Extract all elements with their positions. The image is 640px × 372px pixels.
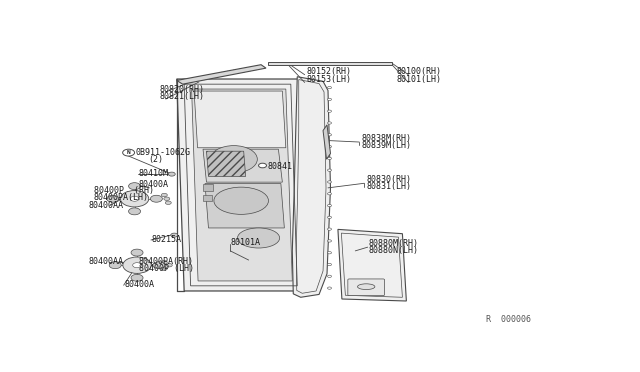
Text: 80400P  (RH): 80400P (RH) xyxy=(94,186,154,195)
Circle shape xyxy=(123,149,134,156)
Circle shape xyxy=(328,204,332,207)
Text: 0B911-1062G: 0B911-1062G xyxy=(136,148,191,157)
Ellipse shape xyxy=(214,187,269,214)
Polygon shape xyxy=(269,62,392,65)
Circle shape xyxy=(164,197,170,201)
Text: 80831(LH): 80831(LH) xyxy=(367,182,412,191)
Text: 80153(LH): 80153(LH) xyxy=(306,74,351,83)
Text: 80838M(RH): 80838M(RH) xyxy=(362,134,412,143)
Text: 80215A: 80215A xyxy=(152,235,182,244)
Polygon shape xyxy=(338,230,406,301)
Text: 80400A: 80400A xyxy=(125,280,155,289)
Circle shape xyxy=(120,190,148,207)
Circle shape xyxy=(259,163,266,168)
Text: N: N xyxy=(127,150,131,155)
Circle shape xyxy=(328,251,332,254)
Polygon shape xyxy=(194,91,286,148)
Text: 80101(LH): 80101(LH) xyxy=(396,74,442,83)
Circle shape xyxy=(328,228,332,230)
Text: 80820(RH): 80820(RH) xyxy=(159,85,204,94)
Circle shape xyxy=(166,263,172,267)
Polygon shape xyxy=(205,183,284,228)
Text: 80839M(LH): 80839M(LH) xyxy=(362,141,412,150)
Circle shape xyxy=(168,172,175,176)
Circle shape xyxy=(107,195,119,202)
Circle shape xyxy=(328,110,332,112)
Circle shape xyxy=(328,275,332,278)
Circle shape xyxy=(131,274,143,281)
Circle shape xyxy=(328,86,332,89)
Circle shape xyxy=(161,261,167,264)
Text: 80410M: 80410M xyxy=(138,169,168,178)
Text: 80400PA(RH): 80400PA(RH) xyxy=(138,257,193,266)
Text: (2): (2) xyxy=(148,155,163,164)
Circle shape xyxy=(328,169,332,171)
Circle shape xyxy=(150,195,163,202)
Polygon shape xyxy=(292,77,330,297)
Circle shape xyxy=(130,196,139,201)
Text: 80400P (LH): 80400P (LH) xyxy=(138,264,193,273)
Circle shape xyxy=(328,193,332,195)
Circle shape xyxy=(129,183,141,190)
Polygon shape xyxy=(323,125,330,159)
Text: 80880M(RH): 80880M(RH) xyxy=(369,239,419,248)
Circle shape xyxy=(161,267,167,270)
Polygon shape xyxy=(177,79,306,291)
Circle shape xyxy=(328,134,332,136)
Polygon shape xyxy=(203,149,282,182)
Circle shape xyxy=(328,216,332,218)
Text: 80100(RH): 80100(RH) xyxy=(396,67,442,76)
Circle shape xyxy=(132,263,141,268)
Bar xyxy=(203,195,212,201)
Text: 80830(RH): 80830(RH) xyxy=(367,175,412,185)
Circle shape xyxy=(161,193,167,197)
Circle shape xyxy=(131,249,143,256)
Text: 80400A: 80400A xyxy=(138,180,168,189)
Circle shape xyxy=(129,208,141,215)
Text: 80880N(LH): 80880N(LH) xyxy=(369,246,419,254)
Text: 80400AA: 80400AA xyxy=(89,201,124,209)
Circle shape xyxy=(328,287,332,289)
Ellipse shape xyxy=(358,284,375,289)
Circle shape xyxy=(123,257,151,273)
Circle shape xyxy=(171,233,178,237)
Circle shape xyxy=(109,262,121,269)
Circle shape xyxy=(328,263,332,266)
Circle shape xyxy=(328,98,332,100)
Text: R  000006: R 000006 xyxy=(486,315,531,324)
Text: 80400PA(LH): 80400PA(LH) xyxy=(94,193,149,202)
Ellipse shape xyxy=(210,145,257,173)
Bar xyxy=(203,183,213,191)
Polygon shape xyxy=(177,65,266,84)
Text: 80821(LH): 80821(LH) xyxy=(159,92,204,101)
Circle shape xyxy=(328,181,332,183)
Circle shape xyxy=(328,145,332,148)
Text: 80841: 80841 xyxy=(268,163,292,171)
Circle shape xyxy=(328,122,332,124)
Circle shape xyxy=(153,262,165,269)
Polygon shape xyxy=(207,151,246,176)
Text: 80400AA: 80400AA xyxy=(89,257,124,266)
Text: 80152(RH): 80152(RH) xyxy=(306,67,351,76)
Circle shape xyxy=(328,240,332,242)
Circle shape xyxy=(165,201,172,205)
Circle shape xyxy=(328,157,332,160)
FancyBboxPatch shape xyxy=(348,279,385,296)
Polygon shape xyxy=(191,89,292,281)
Ellipse shape xyxy=(237,228,280,248)
Text: 80101A: 80101A xyxy=(230,238,260,247)
